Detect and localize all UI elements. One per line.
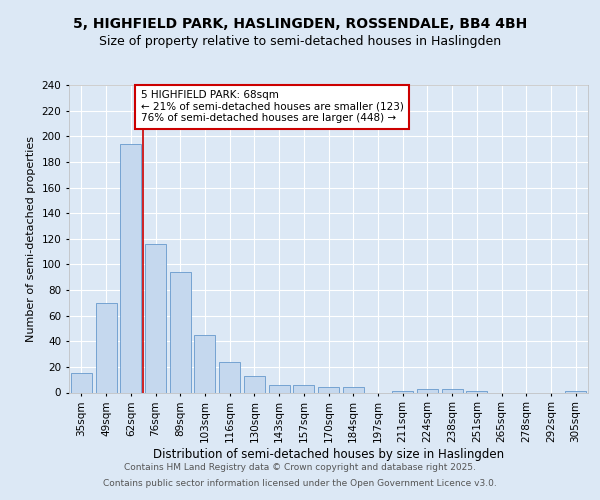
Bar xyxy=(219,362,240,392)
Bar xyxy=(145,244,166,392)
Bar xyxy=(442,388,463,392)
Bar xyxy=(392,391,413,392)
Bar xyxy=(71,374,92,392)
Bar xyxy=(565,391,586,392)
Bar xyxy=(95,303,116,392)
Text: Contains HM Land Registry data © Crown copyright and database right 2025.: Contains HM Land Registry data © Crown c… xyxy=(124,464,476,472)
Bar xyxy=(269,385,290,392)
X-axis label: Distribution of semi-detached houses by size in Haslingden: Distribution of semi-detached houses by … xyxy=(153,448,504,461)
Text: 5 HIGHFIELD PARK: 68sqm
← 21% of semi-detached houses are smaller (123)
76% of s: 5 HIGHFIELD PARK: 68sqm ← 21% of semi-de… xyxy=(140,90,404,124)
Bar xyxy=(120,144,141,392)
Text: 5, HIGHFIELD PARK, HASLINGDEN, ROSSENDALE, BB4 4BH: 5, HIGHFIELD PARK, HASLINGDEN, ROSSENDAL… xyxy=(73,18,527,32)
Bar xyxy=(244,376,265,392)
Bar xyxy=(466,391,487,392)
Bar xyxy=(170,272,191,392)
Bar xyxy=(293,385,314,392)
Text: Contains public sector information licensed under the Open Government Licence v3: Contains public sector information licen… xyxy=(103,478,497,488)
Bar xyxy=(194,335,215,392)
Text: Size of property relative to semi-detached houses in Haslingden: Size of property relative to semi-detach… xyxy=(99,35,501,48)
Y-axis label: Number of semi-detached properties: Number of semi-detached properties xyxy=(26,136,36,342)
Bar xyxy=(417,388,438,392)
Bar xyxy=(343,388,364,392)
Bar xyxy=(318,388,339,392)
